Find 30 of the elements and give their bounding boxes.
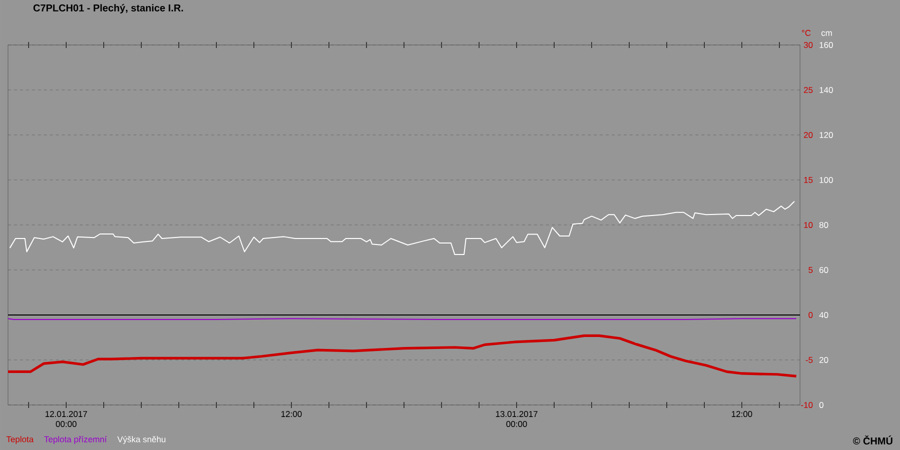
y-tick-label: 15	[804, 177, 813, 183]
x-tick-label: 12:00	[732, 411, 752, 418]
x-tick-label: 13.01.2017 00:00	[496, 411, 538, 428]
y2-tick-label: 0	[819, 402, 824, 408]
y2-tick-label: 160	[820, 42, 833, 48]
y2-tick-label: 100	[820, 176, 833, 183]
y-tick-label: 25	[804, 86, 813, 93]
y-tick-label: -10	[801, 402, 813, 408]
y-tick-label: 10	[804, 222, 813, 228]
y-axis-title: °C	[802, 30, 811, 36]
x-tick-label: 12:00	[281, 411, 302, 418]
y2-tick-label: 80	[819, 222, 828, 228]
text: Teplota	[6, 436, 34, 444]
x-tick-label: 12.01.2017 00:00	[46, 411, 88, 428]
text: Teplota přízemní	[44, 436, 107, 444]
y-tick-label: 0	[808, 312, 813, 318]
y-tick-label: -5	[806, 357, 813, 363]
y-tick-label: 5	[808, 267, 813, 273]
y2-axis-title: cm	[821, 31, 832, 36]
y-tick-label: 20	[804, 132, 813, 138]
y2-tick-label: 20	[819, 356, 828, 363]
line-series	[9, 200, 795, 255]
chart-title: C7PLCH01 - Plechý, stanice I.R.	[33, 4, 183, 14]
y2-tick-label: 40	[819, 312, 828, 318]
y-tick-label: 30	[804, 42, 813, 48]
text: © ČHMÚ	[852, 435, 892, 445]
text: Výška sněhu	[117, 436, 166, 444]
y2-tick-label: 120	[820, 132, 833, 138]
y2-tick-label: 140	[820, 86, 833, 93]
y2-tick-label: 60	[819, 266, 828, 273]
